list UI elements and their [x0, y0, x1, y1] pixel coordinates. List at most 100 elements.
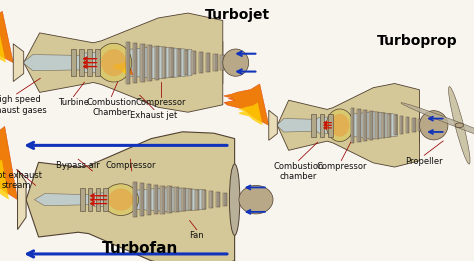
Polygon shape	[13, 44, 24, 81]
Bar	[155, 46, 159, 80]
Bar	[206, 53, 207, 72]
Polygon shape	[24, 13, 223, 112]
Bar	[146, 184, 151, 215]
Bar	[320, 114, 324, 137]
Bar	[103, 188, 108, 211]
Bar	[95, 49, 100, 76]
Bar	[216, 192, 218, 207]
Ellipse shape	[109, 188, 133, 211]
Bar	[140, 44, 142, 82]
Bar	[133, 43, 135, 83]
Bar	[80, 188, 84, 211]
Bar	[357, 109, 361, 142]
Text: Exhaust jet: Exhaust jet	[130, 111, 178, 120]
Bar	[184, 50, 188, 75]
Bar	[147, 45, 152, 81]
Bar	[357, 109, 358, 142]
Bar	[393, 115, 397, 135]
Bar	[223, 193, 224, 206]
Text: Turbojet: Turbojet	[204, 8, 270, 22]
Bar	[195, 190, 197, 210]
Polygon shape	[0, 159, 9, 200]
Bar	[177, 49, 178, 76]
Polygon shape	[111, 62, 128, 75]
Polygon shape	[269, 110, 277, 140]
Bar	[133, 182, 134, 217]
Bar	[154, 185, 158, 215]
Bar	[161, 186, 164, 214]
Bar	[382, 113, 385, 138]
Ellipse shape	[239, 185, 273, 214]
Bar	[126, 41, 130, 84]
Ellipse shape	[419, 111, 448, 140]
Bar	[72, 49, 76, 76]
Bar	[181, 188, 183, 211]
Ellipse shape	[223, 49, 249, 76]
Text: Fan: Fan	[190, 231, 204, 240]
Bar	[223, 193, 227, 206]
Text: Propeller: Propeller	[405, 157, 443, 165]
Polygon shape	[276, 112, 397, 139]
Bar	[400, 116, 403, 134]
Text: Compressor: Compressor	[316, 162, 366, 171]
Bar	[184, 50, 185, 75]
Bar	[418, 120, 422, 131]
Text: Turbine: Turbine	[58, 98, 89, 107]
Bar	[188, 189, 192, 210]
Bar	[199, 52, 203, 73]
Text: Compressor: Compressor	[105, 161, 155, 169]
Bar	[80, 49, 84, 76]
Ellipse shape	[330, 114, 349, 137]
Polygon shape	[238, 103, 263, 125]
Bar	[375, 112, 379, 139]
Bar	[147, 45, 149, 81]
Bar	[162, 47, 164, 79]
Polygon shape	[0, 11, 13, 63]
Polygon shape	[0, 34, 6, 63]
Bar	[230, 194, 234, 206]
Ellipse shape	[326, 109, 353, 141]
Bar	[216, 192, 220, 207]
Bar	[167, 187, 169, 213]
Bar	[393, 115, 395, 135]
Bar	[328, 114, 333, 137]
Polygon shape	[102, 50, 133, 75]
Bar	[96, 188, 100, 211]
Bar	[311, 114, 316, 137]
Bar	[195, 190, 200, 210]
Text: Compressor: Compressor	[136, 98, 186, 107]
Bar	[174, 187, 179, 212]
Bar	[133, 182, 137, 217]
Ellipse shape	[401, 103, 474, 148]
Bar	[400, 116, 401, 134]
Bar	[209, 191, 210, 208]
Bar	[169, 48, 174, 78]
Bar	[213, 54, 215, 71]
Bar	[199, 52, 200, 73]
Bar	[161, 186, 162, 214]
Bar	[181, 188, 185, 211]
Bar	[369, 111, 370, 140]
Bar	[387, 114, 389, 137]
Bar	[209, 191, 213, 208]
Bar	[351, 108, 352, 143]
Bar	[146, 184, 148, 215]
Text: Bypass air: Bypass air	[56, 161, 100, 169]
Bar	[206, 53, 210, 72]
Polygon shape	[35, 188, 205, 212]
Polygon shape	[0, 126, 18, 200]
Bar	[191, 51, 193, 74]
Polygon shape	[277, 84, 419, 167]
Text: Turbofan: Turbofan	[101, 241, 178, 256]
Bar	[140, 183, 141, 216]
Polygon shape	[18, 170, 26, 229]
Ellipse shape	[455, 123, 464, 128]
Bar	[167, 187, 172, 213]
Bar	[126, 41, 127, 84]
Bar	[375, 112, 376, 139]
Bar	[202, 191, 206, 209]
Bar	[382, 113, 383, 138]
Bar	[363, 110, 367, 141]
Bar	[369, 111, 373, 140]
Polygon shape	[277, 104, 419, 146]
